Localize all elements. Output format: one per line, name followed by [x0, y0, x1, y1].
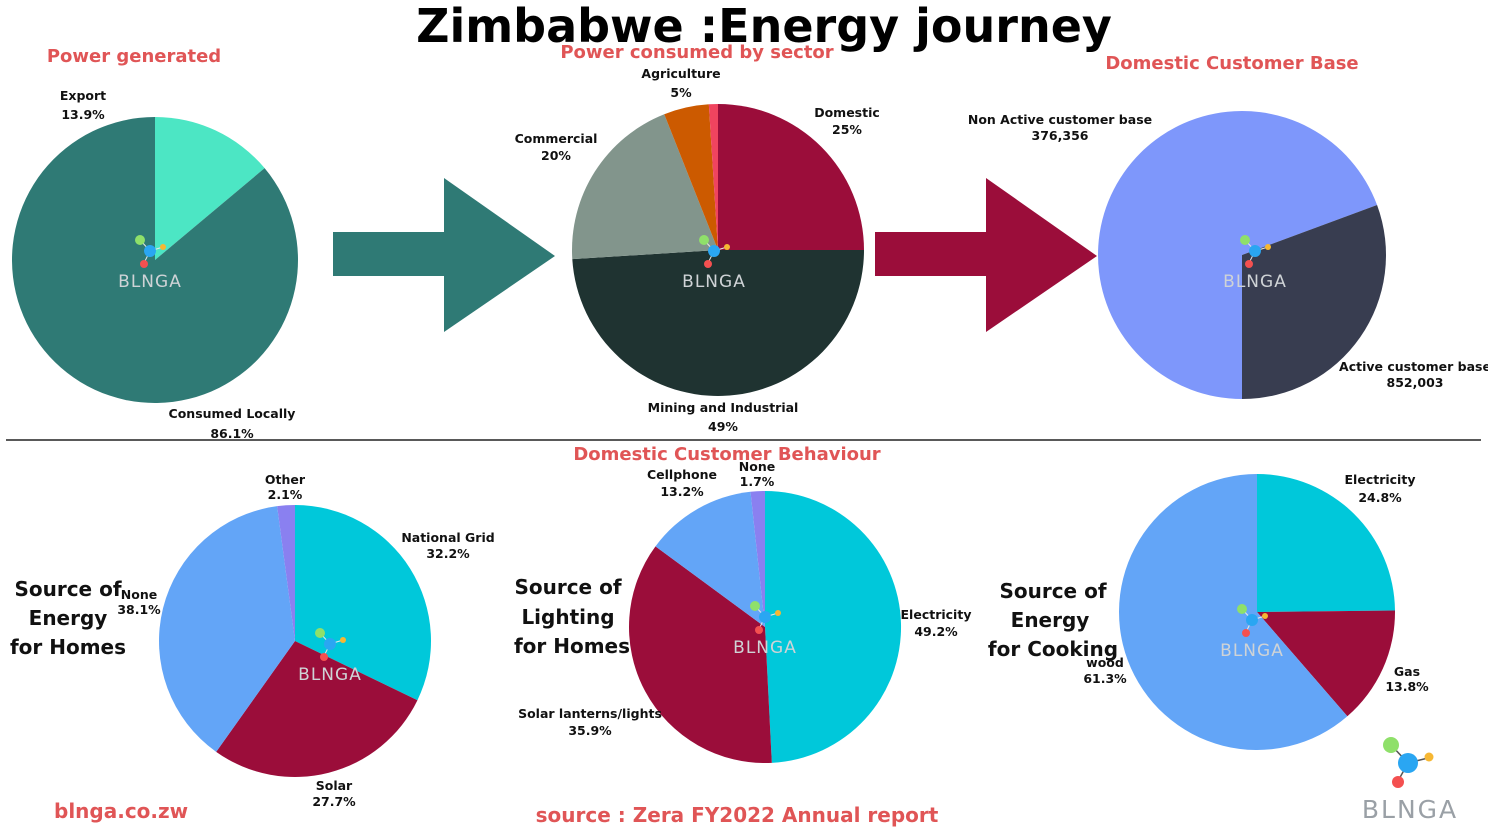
footer-source: source : Zera FY2022 Annual report: [536, 803, 939, 827]
page-title: Zimbabwe :Energy journey: [416, 0, 1112, 53]
slice-value-label: 5%: [670, 85, 692, 100]
chart-title-line: Lighting: [521, 605, 614, 629]
slice-value-label: 49.2%: [914, 624, 958, 639]
slice-value-label: 13.2%: [660, 484, 704, 499]
slice-label: Agriculture: [641, 66, 720, 81]
pie-energy-for-cooking: BLNGA: [1119, 474, 1395, 750]
slice-label: Commercial: [515, 131, 598, 146]
pie-slice: [1242, 205, 1387, 399]
slice-label: Non Active customer base: [968, 112, 1152, 127]
pie-slice: [11, 117, 298, 403]
slice-value-label: 20%: [541, 148, 571, 163]
pie-slice: [1098, 111, 1378, 400]
watermark-hub-icon: [1240, 235, 1271, 268]
slice-label: Solar: [316, 778, 353, 793]
pie-slice: [664, 104, 718, 250]
chart-title-power-generated: Power generated: [47, 46, 221, 67]
watermark-text: BLNGA: [1220, 641, 1284, 661]
pie-slice: [155, 117, 265, 260]
slice-value-label: 49%: [708, 419, 738, 434]
chart-title-line: for Cooking: [988, 637, 1118, 661]
slice-label: None: [121, 587, 157, 602]
pie-slice: [655, 491, 765, 627]
slice-label: None: [739, 459, 775, 474]
slice-value-label: 25%: [832, 122, 862, 137]
pie-domestic-customer-base: BLNGA: [1098, 111, 1387, 400]
pie-slice: [750, 491, 765, 627]
slice-label: Domestic: [814, 105, 880, 120]
slice-label: Solar lanterns/lights: [518, 706, 662, 721]
pie-lighting-for-homes: BLNGA: [628, 491, 902, 764]
slice-label: Active customer base: [1339, 359, 1488, 374]
pie-slice: [572, 250, 864, 396]
footer-site: blnga.co.zw: [54, 799, 188, 823]
slice-value-label: 32.2%: [426, 546, 470, 561]
slice-label: Consumed Locally: [169, 406, 296, 421]
watermark-text: BLNGA: [1223, 272, 1287, 292]
slice-label: wood: [1086, 655, 1124, 670]
slice-value-label: 24.8%: [1358, 490, 1402, 505]
slice-label: Export: [60, 88, 106, 103]
chart-title-line: for Homes: [514, 634, 630, 658]
watermark-hub-icon: [750, 601, 781, 634]
chart-title-line: Source of: [514, 575, 621, 599]
watermark-text: BLNGA: [733, 638, 797, 658]
pie-slice: [1119, 474, 1348, 750]
chart-title-line: Energy: [29, 606, 108, 630]
flow-arrow-crimson: [875, 178, 1097, 332]
logo-text: BLNGA: [1362, 795, 1458, 824]
pie-slice: [159, 506, 295, 752]
slice-value-label: 376,356: [1032, 128, 1089, 143]
slice-value-label: 61.3%: [1083, 671, 1127, 686]
slice-label: Electricity: [901, 607, 972, 622]
watermark-hub-icon: [135, 235, 166, 268]
slice-value-label: 13.9%: [61, 107, 105, 122]
pie-slice: [718, 104, 864, 250]
slice-label: National Grid: [401, 530, 494, 545]
pie-power-consumed-by-sector: BLNGA: [572, 104, 864, 396]
chart-title-line: Source of: [999, 579, 1106, 603]
slice-value-label: 13.8%: [1385, 679, 1429, 694]
watermark-hub-icon: [315, 628, 346, 661]
pie-energy-for-homes: BLNGA: [159, 505, 432, 777]
slice-value-label: 86.1%: [210, 426, 254, 441]
chart-title-line: Source of: [14, 577, 121, 601]
pie-slice: [295, 505, 432, 701]
slice-value-label: 852,003: [1387, 375, 1444, 390]
slice-value-label: 27.7%: [312, 794, 356, 809]
pie-slice: [1257, 610, 1395, 717]
watermark-text: BLNGA: [298, 665, 362, 685]
slice-value-label: 38.1%: [117, 602, 161, 617]
pie-slice: [572, 114, 718, 260]
chart-title-power-consumed: Power consumed by sector: [560, 42, 833, 63]
slice-value-label: 1.7%: [740, 474, 775, 489]
watermark-hub-icon: [1237, 604, 1268, 637]
watermark-text: BLNGA: [118, 272, 182, 292]
chart-title-line: Energy: [1011, 608, 1090, 632]
slice-value-label: 35.9%: [568, 723, 612, 738]
watermark-text: BLNGA: [682, 272, 746, 292]
slice-label: Gas: [1394, 664, 1420, 679]
chart-title-customer-base: Domestic Customer Base: [1105, 53, 1358, 74]
pie-power-generated: BLNGA: [11, 117, 298, 403]
pie-slice: [765, 491, 902, 763]
watermark-hub-icon: [699, 235, 730, 268]
slice-label: Cellphone: [647, 467, 717, 482]
pie-slice: [708, 104, 718, 250]
pie-slice: [216, 641, 418, 777]
pie-slice: [628, 546, 772, 764]
slice-label: Other: [265, 472, 306, 487]
flow-arrow-teal: [333, 178, 555, 332]
pie-slice: [1257, 474, 1395, 612]
chart-title-line: for Homes: [10, 635, 126, 659]
pie-slice: [277, 505, 295, 641]
section-heading: Domestic Customer Behaviour: [573, 444, 880, 465]
slice-label: Electricity: [1345, 472, 1416, 487]
slice-label: Mining and Industrial: [648, 400, 799, 415]
logo-mark-icon: [1383, 737, 1434, 788]
slice-value-label: 2.1%: [268, 487, 303, 502]
